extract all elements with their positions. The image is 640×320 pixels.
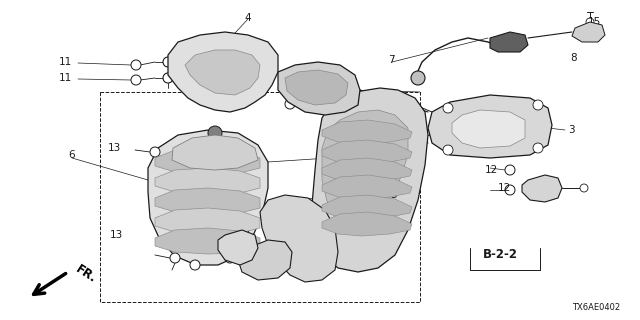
Polygon shape <box>155 168 260 194</box>
Bar <box>100 92 420 302</box>
Circle shape <box>224 56 236 68</box>
Polygon shape <box>155 148 260 174</box>
Circle shape <box>163 57 173 67</box>
Polygon shape <box>312 88 428 272</box>
Circle shape <box>411 71 425 85</box>
Text: 1: 1 <box>255 253 261 263</box>
Circle shape <box>214 62 226 74</box>
Polygon shape <box>490 32 528 52</box>
Circle shape <box>580 184 588 192</box>
Text: 7: 7 <box>388 55 395 65</box>
Polygon shape <box>260 195 338 282</box>
Circle shape <box>586 18 594 26</box>
Circle shape <box>533 143 543 153</box>
Circle shape <box>190 260 200 270</box>
Polygon shape <box>278 62 360 115</box>
Circle shape <box>505 185 515 195</box>
Polygon shape <box>172 135 258 170</box>
Polygon shape <box>322 158 412 182</box>
Text: 3: 3 <box>568 125 575 135</box>
Text: 13: 13 <box>110 230 124 240</box>
Circle shape <box>131 60 141 70</box>
Circle shape <box>285 99 295 109</box>
Polygon shape <box>322 195 412 219</box>
Circle shape <box>533 100 543 110</box>
Polygon shape <box>428 95 552 158</box>
Text: TX6AE0402: TX6AE0402 <box>572 303 620 312</box>
Circle shape <box>443 145 453 155</box>
Text: 13: 13 <box>108 143 121 153</box>
Text: 4: 4 <box>244 13 252 23</box>
Polygon shape <box>155 188 260 214</box>
Polygon shape <box>155 208 260 234</box>
Circle shape <box>313 77 323 87</box>
Polygon shape <box>185 50 260 95</box>
Polygon shape <box>218 230 258 265</box>
Polygon shape <box>322 120 412 144</box>
Circle shape <box>505 165 515 175</box>
Circle shape <box>225 253 235 263</box>
Text: FR.: FR. <box>73 262 99 285</box>
Text: 12: 12 <box>485 165 499 175</box>
Text: 14: 14 <box>291 73 305 83</box>
Text: 11: 11 <box>59 57 72 67</box>
Polygon shape <box>238 240 292 280</box>
Circle shape <box>163 73 173 83</box>
Circle shape <box>443 103 453 113</box>
Polygon shape <box>322 110 408 222</box>
Polygon shape <box>572 22 605 42</box>
Text: 10: 10 <box>230 250 243 260</box>
Text: 8: 8 <box>570 53 577 63</box>
Text: 15: 15 <box>588 17 601 27</box>
Circle shape <box>536 182 548 194</box>
Polygon shape <box>322 140 412 164</box>
Text: B-2-2: B-2-2 <box>483 249 518 261</box>
Circle shape <box>208 126 222 140</box>
Text: 6: 6 <box>68 150 75 160</box>
Text: 5: 5 <box>390 190 397 200</box>
Text: 10: 10 <box>238 225 251 235</box>
Circle shape <box>131 75 141 85</box>
Polygon shape <box>452 110 525 148</box>
Polygon shape <box>285 70 348 105</box>
Polygon shape <box>148 130 268 265</box>
Text: 9: 9 <box>242 100 248 110</box>
Polygon shape <box>322 212 412 236</box>
Text: 12: 12 <box>498 183 511 193</box>
Text: 11: 11 <box>59 73 72 83</box>
Polygon shape <box>522 175 562 202</box>
Polygon shape <box>322 175 412 199</box>
Circle shape <box>150 147 160 157</box>
Polygon shape <box>168 32 278 112</box>
Circle shape <box>170 253 180 263</box>
Circle shape <box>584 28 592 36</box>
Text: 2: 2 <box>548 180 555 190</box>
Polygon shape <box>155 228 260 254</box>
Circle shape <box>234 242 246 254</box>
